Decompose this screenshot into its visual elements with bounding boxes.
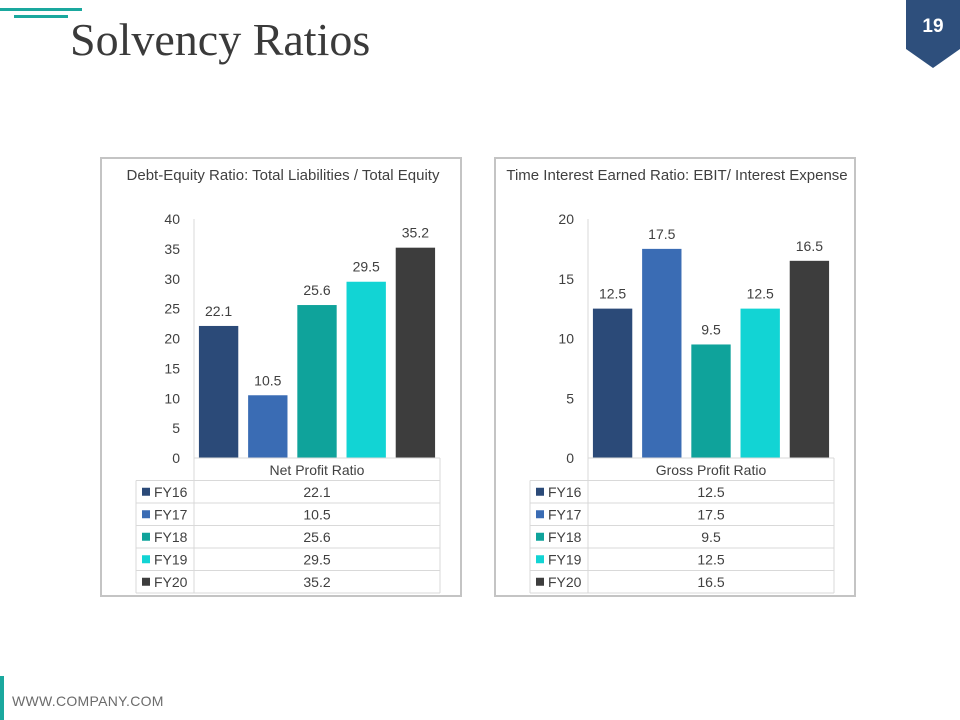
y-tick-label: 5 [172,420,180,436]
y-tick-label: 0 [566,450,574,466]
table-value: 12.5 [697,484,724,500]
legend-key-fy18 [142,532,150,541]
bar-fy16 [592,308,633,458]
legend-label: FY16 [548,484,582,500]
y-tick-label: 35 [164,241,180,257]
legend-key-fy16 [536,487,544,496]
table-value: 17.5 [697,506,724,522]
legend-label: FY17 [154,506,188,522]
y-tick-label: 15 [164,360,180,376]
data-label: 25.6 [303,282,330,298]
legend-label: FY19 [154,551,188,567]
data-label: 10.5 [254,372,281,388]
data-label: 12.5 [747,286,774,302]
legend-label: FY18 [154,529,188,545]
y-tick-label: 10 [558,331,574,347]
page-number-badge: 19 [906,0,960,68]
y-tick-label: 20 [164,331,180,347]
data-label: 9.5 [701,321,721,337]
table-value: 25.6 [303,529,330,545]
data-label: 35.2 [402,225,429,241]
bar-fy19 [346,281,386,458]
data-label: 16.5 [796,238,823,254]
y-tick-label: 0 [172,450,180,466]
slide-title: Solvency Ratios [70,14,371,65]
debt-equity-chart-svg: Debt-Equity Ratio: Total Liabilities / T… [127,167,441,594]
y-tick-label: 30 [164,271,180,287]
legend-key-fy17 [142,510,150,519]
bar-fy19 [740,308,780,458]
legend-key-fy16 [142,487,150,496]
table-value: 29.5 [303,551,330,567]
footer-website: WWW.COMPANY.COM [12,693,164,709]
table-value: 12.5 [697,551,724,567]
time-interest-earned-chart-svg: Time Interest Earned Ratio: EBIT/ Intere… [506,167,848,594]
bar-fy18 [691,344,731,458]
legend-label: FY20 [548,574,582,590]
bar-fy18 [297,305,337,458]
y-tick-label: 5 [566,390,574,406]
y-tick-label: 40 [164,211,180,227]
bar-fy16 [198,325,239,458]
table-category-label: Net Profit Ratio [270,462,365,478]
y-tick-label: 20 [558,211,574,227]
legend-label: FY20 [154,574,188,590]
data-label: 29.5 [353,259,380,275]
bar-fy17 [248,395,288,458]
y-tick-label: 25 [164,301,180,317]
data-label: 17.5 [648,226,675,242]
legend-label: FY17 [548,506,582,522]
bar-fy17 [642,248,682,458]
chart-title: Time Interest Earned Ratio: EBIT/ Intere… [506,167,847,184]
data-label: 12.5 [599,286,626,302]
legend-key-fy19 [142,555,150,564]
table-value: 16.5 [697,574,724,590]
y-tick-label: 10 [164,390,180,406]
legend-label: FY16 [154,484,188,500]
table-value: 10.5 [303,506,330,522]
legend-label: FY19 [548,551,582,567]
table-value: 22.1 [303,484,330,500]
chart-title: Debt-Equity Ratio: Total Liabilities / T… [127,167,440,184]
legend-key-fy20 [536,577,544,586]
legend-key-fy19 [536,555,544,564]
table-value: 35.2 [303,574,330,590]
legend-key-fy20 [142,577,150,586]
bar-fy20 [789,260,830,458]
table-value: 9.5 [701,529,721,545]
title-accent-line-bottom [14,15,68,18]
bar-fy20 [395,247,436,458]
data-label: 22.1 [205,303,232,319]
debt-equity-chart: Debt-Equity Ratio: Total Liabilities / T… [100,157,462,597]
y-tick-label: 15 [558,271,574,287]
legend-label: FY18 [548,529,582,545]
footer-accent-bar [0,676,4,720]
title-accent-line-top [0,8,82,11]
time-interest-earned-chart: Time Interest Earned Ratio: EBIT/ Intere… [494,157,856,597]
table-category-label: Gross Profit Ratio [656,462,767,478]
legend-key-fy17 [536,510,544,519]
legend-key-fy18 [536,532,544,541]
